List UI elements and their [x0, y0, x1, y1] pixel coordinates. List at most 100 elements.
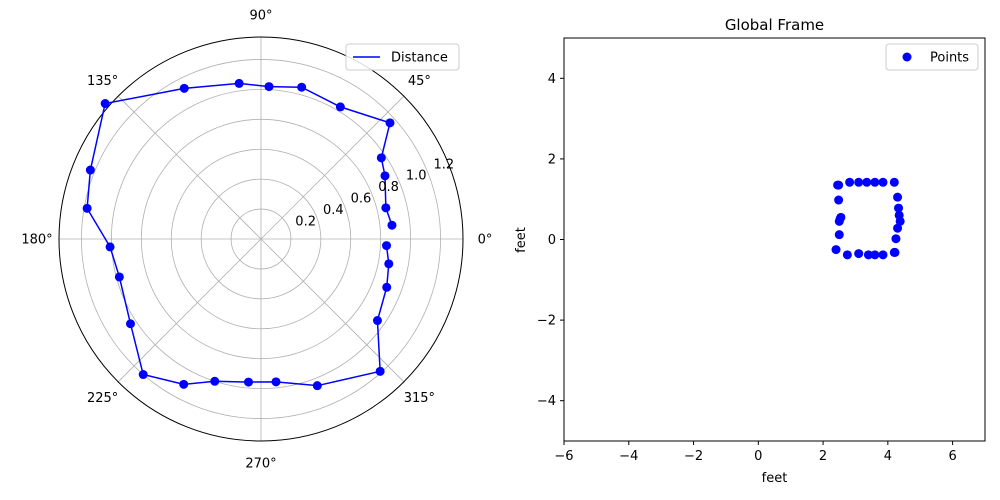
polar-legend: Distance: [345, 43, 460, 71]
polar-angle-tick-label: 315°: [404, 391, 435, 406]
polar-data-point: [234, 78, 244, 88]
polar-data-point: [375, 366, 385, 376]
scatter-point: [870, 177, 880, 187]
polar-data-point: [105, 242, 115, 252]
scatter-axes-frame: [563, 37, 986, 442]
polar-angle-labels: 0° 45° 90° 135° 180° 225° 270° 315°: [21, 9, 492, 472]
polar-data-point: [385, 118, 395, 128]
scatter-point: [889, 177, 899, 187]
scatter-point: [834, 195, 844, 205]
polar-data-point: [372, 316, 382, 326]
polar-legend-frame: [345, 43, 460, 71]
polar-data-point: [376, 153, 386, 163]
scatter-xtick-label: −6: [554, 449, 573, 464]
polar-data-point: [243, 377, 253, 387]
polar-data-point: [138, 370, 148, 380]
polar-data-point: [335, 102, 345, 112]
polar-data-point: [85, 165, 95, 175]
scatter-point: [895, 216, 905, 226]
scatter-point: [893, 192, 903, 202]
polar-data-point: [382, 241, 392, 251]
polar-data-point: [114, 272, 124, 282]
scatter-xtick-label: 6: [948, 449, 956, 464]
polar-data-point: [264, 82, 274, 92]
polar-radial-tick-label: 0.2: [295, 215, 316, 230]
scatter-point: [845, 177, 855, 187]
polar-grid-spoke: [117, 95, 262, 240]
polar-radial-tick-label: 0.8: [378, 180, 399, 195]
polar-data-point: [380, 171, 390, 181]
polar-data-point: [82, 203, 92, 213]
polar-angle-tick-label: 270°: [245, 457, 276, 472]
polar-series-line: [86, 82, 393, 387]
scatter-point: [878, 177, 888, 187]
polar-data-point: [387, 220, 397, 230]
polar-angle-tick-label: 180°: [21, 233, 52, 248]
polar-radial-tick-label: 1.0: [406, 169, 427, 184]
scatter-point: [854, 177, 864, 187]
scatter-point: [893, 223, 903, 233]
scatter-ylabel: feet: [514, 227, 529, 253]
scatter-point: [878, 250, 888, 260]
polar-data-point: [179, 83, 189, 93]
polar-data-point: [382, 282, 392, 292]
polar-radial-tick-label: 0.6: [351, 192, 372, 207]
scatter-legend-marker: [902, 52, 912, 62]
polar-grid-spoke: [117, 238, 262, 383]
polar-grid-spoke: [260, 238, 405, 383]
polar-radial-tick-label: 1.2: [434, 157, 455, 172]
scatter-point: [842, 250, 852, 260]
polar-outer-frame: [58, 36, 464, 442]
polar-angle-tick-label: 135°: [87, 74, 118, 89]
scatter-point: [894, 203, 904, 213]
polar-data-point: [381, 203, 391, 213]
scatter-xtick-label: 2: [819, 449, 827, 464]
polar-data-point: [312, 381, 322, 391]
scatter-point: [836, 212, 846, 222]
polar-radial-labels: 0.2 0.4 0.6 0.8 1.0 1.2: [295, 157, 454, 229]
polar-grid: [58, 36, 464, 442]
scatter-xtick-label: 4: [884, 449, 892, 464]
scatter-point: [862, 177, 872, 187]
scatter-xlabel: feet: [762, 471, 788, 486]
scatter-legend: Points: [885, 43, 979, 71]
scatter-point: [854, 249, 864, 259]
scatter-point: [863, 250, 873, 260]
polar-data-point: [179, 379, 189, 389]
polar-angle-tick-label: 45°: [408, 74, 431, 89]
scatter-xtick-label: 0: [754, 449, 762, 464]
polar-series: [82, 78, 397, 391]
polar-data-point: [297, 82, 307, 92]
polar-data-point: [271, 377, 281, 387]
scatter-ytick-label: 4: [548, 72, 556, 87]
scatter-point: [834, 180, 844, 190]
scatter-chart: Global Frame −6 −4 −2 0 2 4 6 −4 −2 0 2 4 feet feet…: [514, 16, 986, 486]
scatter-ytick-label: −2: [537, 314, 556, 329]
scatter-xtick-label: −4: [619, 449, 638, 464]
scatter-point: [831, 245, 841, 255]
polar-data-point: [125, 319, 135, 329]
polar-radial-tick-label: 0.4: [323, 203, 344, 218]
polar-angle-tick-label: 225°: [87, 391, 118, 406]
polar-data-point: [384, 259, 394, 269]
scatter-point: [834, 230, 844, 240]
polar-data-point: [210, 376, 220, 386]
scatter-legend-label: Points: [930, 51, 969, 66]
scatter-point: [889, 247, 899, 257]
polar-data-point: [100, 99, 110, 109]
polar-legend-label: Distance: [391, 51, 448, 66]
scatter-legend-frame: [885, 43, 979, 71]
scatter-point: [870, 250, 880, 260]
scatter-title: Global Frame: [725, 16, 824, 34]
polar-angle-tick-label: 0°: [478, 233, 493, 248]
scatter-ytick-label: 0: [548, 233, 556, 248]
scatter-ytick-label: −4: [537, 394, 556, 409]
polar-angle-tick-label: 90°: [249, 9, 272, 24]
scatter-point: [891, 234, 901, 244]
scatter-ytick-label: 2: [548, 152, 556, 167]
scatter-ticks: −6 −4 −2 0 2 4 6 −4 −2 0 2 4: [537, 72, 957, 464]
scatter-points: [831, 177, 905, 260]
polar-chart: 0°45°90°135°180°225°270°315° 0.20.40.60.…: [21, 9, 492, 472]
scatter-xtick-label: −2: [684, 449, 703, 464]
